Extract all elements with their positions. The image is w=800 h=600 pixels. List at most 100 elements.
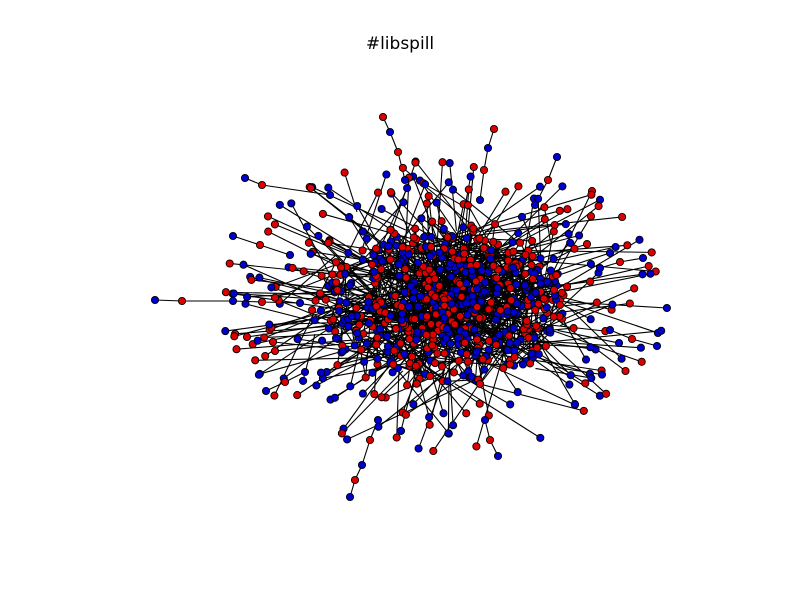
graph-node [563,282,572,291]
graph-node [358,389,367,398]
graph-node [393,147,403,157]
graph-node [509,247,518,256]
graph-node [370,390,379,399]
graph-node [340,168,349,177]
graph-node [367,260,377,269]
graph-node [466,172,475,181]
graph-node [306,249,315,258]
graph-node [462,234,471,243]
graph-node [350,475,360,485]
graph-node [425,420,434,429]
graph-node [228,231,238,241]
graph-node [318,336,327,345]
graph-node [484,336,494,345]
graph-node [586,343,595,352]
graph-node [257,180,267,190]
graph-node [473,284,482,294]
graph-node [324,183,333,192]
graph-node [150,295,160,305]
edge [631,338,658,347]
graph-node [251,356,260,365]
graph-node [528,274,537,284]
graph-node [564,229,573,238]
edge [232,235,261,246]
graph-node [480,415,490,425]
graph-node [569,324,578,333]
graph-node [412,335,421,344]
edge [346,249,390,268]
graph-node [316,368,326,377]
graph-node [471,277,480,286]
graph-node [341,269,350,278]
edge [543,207,552,242]
graph-node [420,232,429,242]
edge [361,439,371,466]
graph-node [330,393,339,402]
graph-node [623,241,632,250]
graph-node [435,281,444,290]
graph-node [468,292,477,301]
graph-node [469,224,478,233]
graph-node [275,200,284,209]
graph-node [501,187,510,196]
graph-node [422,312,432,321]
edge [475,357,576,406]
graph-node [373,188,383,197]
graph-node [311,296,320,305]
graph-node [396,426,406,435]
edge [423,218,546,297]
graph-node [493,283,502,292]
graph-node [513,388,522,397]
graph-node [638,253,648,263]
graph-node [325,190,335,200]
graph-node [536,254,545,263]
graph-node [462,409,471,418]
graph-node [527,349,536,358]
graph-node [438,158,447,167]
edge [310,187,395,253]
graph-node [424,192,433,201]
graph-node [260,333,269,342]
graph-node [636,343,645,352]
graph-node [444,178,453,187]
graph-node [475,314,484,323]
graph-node [383,342,392,351]
graph-node [280,377,290,387]
graph-node [333,361,342,370]
graph-node [345,213,354,222]
graph-node [358,246,367,255]
graph-node [409,294,418,303]
graph-node [368,368,377,377]
graph-node [522,316,531,325]
graph-node [586,259,595,269]
graph-node [475,399,484,408]
graph-node [592,298,601,307]
graph-node [377,265,386,274]
graph-node [446,339,455,348]
graph-node [400,288,409,297]
graph-node [432,198,441,207]
graph-node [239,260,248,269]
graph-node [337,429,346,438]
graph-node [514,229,523,238]
graph-node [427,232,436,242]
edge [429,344,451,425]
graph-node [299,376,308,385]
graph-node [382,170,391,179]
graph-node [257,297,267,307]
graph-node [308,305,317,315]
graph-node [346,382,355,391]
graph-node [473,303,482,312]
graph-node [425,252,435,261]
edge [447,344,450,434]
graph-node [449,368,458,377]
graph-node [662,303,671,313]
graph-node [517,212,527,221]
graph-node [316,306,325,315]
graph-node [435,248,444,257]
graph-node [267,283,276,292]
graph-node [317,271,326,280]
graph-node [270,346,280,356]
graph-node [403,184,412,193]
graph-node [602,389,611,398]
